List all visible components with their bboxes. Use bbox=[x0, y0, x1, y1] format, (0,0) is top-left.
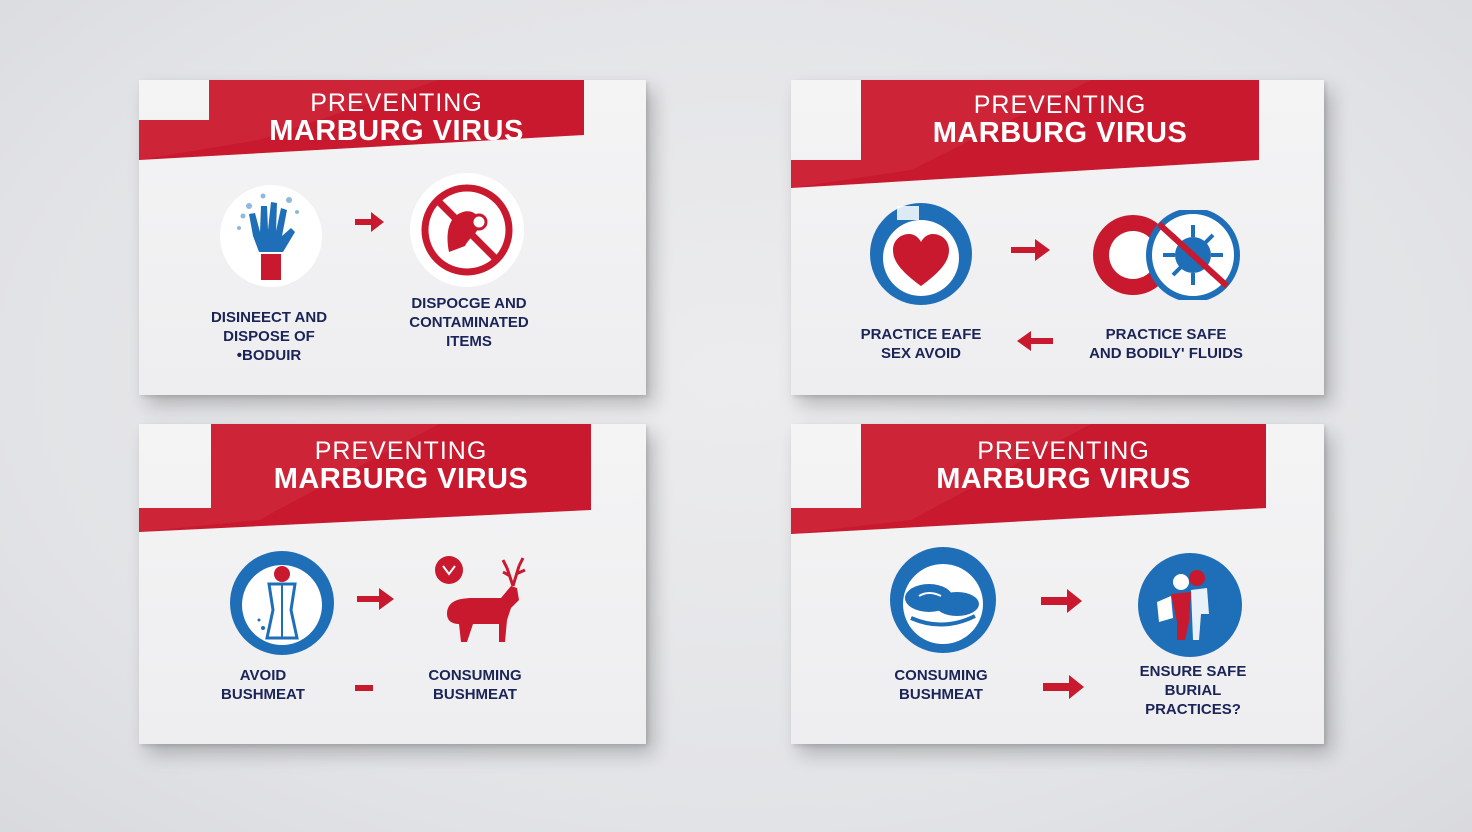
poster-card-3: PREVENTING MARBURG VIRUS AVOID BUSHMEAT … bbox=[139, 424, 646, 744]
title-line-1: PREVENTING bbox=[310, 89, 483, 117]
left-step-label: CONSUMING BUSHMEAT bbox=[894, 667, 988, 703]
title-line-2: MARBURG VIRUS bbox=[936, 463, 1191, 496]
poster-title: PREVENTING MARBURG VIRUS bbox=[861, 92, 1259, 149]
title-line-1: PREVENTING bbox=[977, 437, 1150, 465]
right-step-label: DISPOCGE AND CONTAMINATED ITEMS bbox=[409, 295, 529, 350]
arrow-right-icon bbox=[1011, 237, 1051, 263]
left-step-label: DISINEECT AND DISPOSE OF •BODUIR bbox=[210, 309, 328, 364]
arrow-right-icon bbox=[1043, 673, 1085, 701]
title-line-1: PREVENTING bbox=[314, 437, 488, 465]
arrow-left-icon bbox=[1017, 330, 1053, 352]
small-dash-icon bbox=[355, 684, 373, 692]
poster-title: PREVENTING MARBURG VIRUS bbox=[209, 90, 584, 147]
poster-title: PREVENTING MARBURG VIRUS bbox=[861, 438, 1266, 495]
arrow-right-icon bbox=[355, 210, 385, 234]
deer-icon bbox=[433, 552, 543, 662]
poster-card-1: PREVENTING MARBURG VIRUS DISINEECT AND D… bbox=[139, 80, 646, 395]
burial-workers-icon bbox=[1137, 552, 1243, 658]
arrow-right-icon bbox=[357, 587, 395, 611]
prohibited-contact-icon bbox=[409, 172, 525, 288]
left-step-label: AVOID BUSHMEAT bbox=[221, 667, 305, 703]
right-step-label: CONSUMING BUSHMEAT bbox=[428, 667, 522, 703]
gloved-hand-icon bbox=[219, 184, 323, 288]
heart-icon bbox=[869, 202, 973, 306]
left-step-label: PRACTICE EAFE SEX AVOID bbox=[860, 326, 982, 362]
title-line-1: PREVENTING bbox=[973, 91, 1147, 119]
arrow-right-icon bbox=[1041, 587, 1083, 615]
poster-title: PREVENTING MARBURG VIRUS bbox=[211, 438, 591, 495]
person-icon bbox=[229, 550, 335, 656]
right-step-label: PRACTICE SAFE AND BODILY' FLUIDS bbox=[1089, 326, 1243, 362]
title-line-2: MARBURG VIRUS bbox=[273, 463, 529, 496]
bushmeat-icon bbox=[889, 546, 997, 654]
title-line-2: MARBURG VIRUS bbox=[269, 115, 524, 148]
title-line-2: MARBURG VIRUS bbox=[932, 117, 1188, 150]
no-virus-icon bbox=[1093, 210, 1245, 300]
poster-card-4: PREVENTING MARBURG VIRUS CONSUMING BUSHM… bbox=[791, 424, 1324, 744]
right-step-label: ENSURE SAFE BURIAL PRACTICES? bbox=[1139, 663, 1247, 718]
poster-card-2: PREVENTING MARBURG VIRUS PRACTICE E bbox=[791, 80, 1324, 395]
